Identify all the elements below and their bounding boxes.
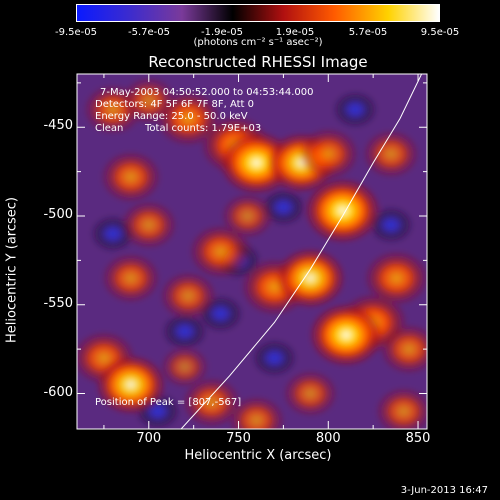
colorbar-tick: 1.9e-05 <box>275 27 315 38</box>
heatmap-source <box>189 225 252 278</box>
y-tick-label: -500 <box>43 207 73 222</box>
heatmap-source <box>182 377 241 428</box>
heatmap-source <box>160 272 217 320</box>
heatmap-source <box>228 396 285 429</box>
chart-title: Reconstructed RHESSI Image <box>148 53 368 71</box>
heatmap-source <box>380 324 427 374</box>
heatmap-source <box>156 91 221 146</box>
y-tick-label: -600 <box>43 384 73 400</box>
heatmap-layer <box>77 77 427 429</box>
heatmap-source <box>298 128 359 180</box>
x-axis-label: Heliocentric X (arcsec) <box>184 448 332 463</box>
colorbar-tick: -5.7e-05 <box>128 27 170 38</box>
y-axis-label: Heliocentric Y (arcsec) <box>4 197 20 343</box>
heatmap-source <box>160 346 209 388</box>
x-tick-label: 700 <box>136 431 162 446</box>
info-peak-position: Position of Peak = [807,-567] <box>95 397 242 408</box>
heatmap-source <box>95 354 166 415</box>
heatmap-source <box>101 253 160 303</box>
heatmap-source <box>364 250 427 306</box>
footer-date: 3-Jun-2013 16:47 <box>400 485 488 496</box>
plot-frame <box>76 73 428 430</box>
heatmap-low-region <box>252 340 297 376</box>
colorbar-units: (photons cm⁻² s⁻¹ asec⁻²) <box>193 37 323 48</box>
heatmap-source <box>221 193 274 239</box>
colorbar <box>76 4 440 22</box>
y-tick-label: -550 <box>43 295 73 311</box>
heatmap-source <box>275 248 346 308</box>
x-tick-label: 850 <box>405 431 431 446</box>
x-tick-label: 800 <box>315 431 341 446</box>
y-tick-label: -450 <box>43 118 73 134</box>
heatmap-source <box>375 387 427 429</box>
info-energy-range: Energy Range: 25.0 - 50.0 keV <box>95 111 248 122</box>
solar-limb-curve <box>180 74 423 429</box>
heatmap-source <box>363 130 420 178</box>
x-tick-label: 750 <box>226 431 251 446</box>
info-total-counts: Total counts: 1.79E+03 <box>145 123 262 134</box>
colorbar-tick: -1.9e-05 <box>201 27 243 38</box>
colorbar-tick: 5.7e-05 <box>348 27 388 38</box>
colorbar-tick: 9.5e-05 <box>420 27 460 38</box>
info-detectors: Detectors: 4F 5F 6F 7F 8F, Att 0 <box>95 99 255 110</box>
heatmap-source <box>309 303 384 367</box>
heatmap-source <box>100 151 161 203</box>
axes-ticks <box>77 74 427 429</box>
heatmap-source <box>283 370 338 417</box>
heatmap-low-region <box>162 313 207 350</box>
info-clean: Clean <box>95 123 124 134</box>
info-time-range: 7-May-2003 04:50:52.000 to 04:53:44.000 <box>100 87 314 98</box>
heatmap-source <box>120 201 177 249</box>
colorbar-tick: -9.5e-05 <box>55 27 97 38</box>
heatmap-low-region <box>333 91 378 128</box>
heatmap-source <box>304 178 381 243</box>
